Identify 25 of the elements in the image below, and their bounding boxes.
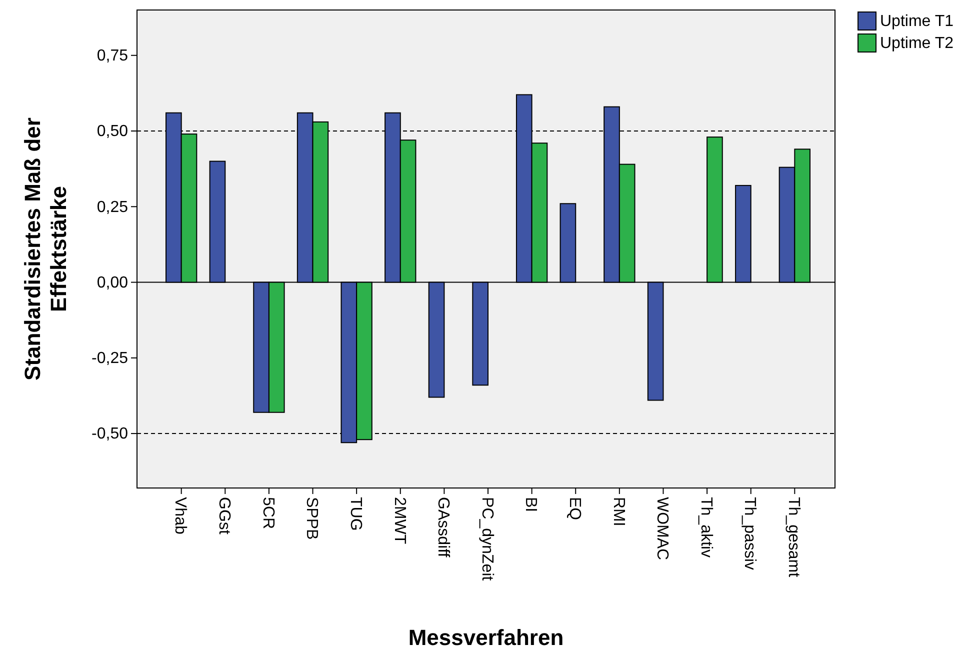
x-tick-label: RMI	[610, 497, 627, 526]
x-tick-label: EQ	[566, 497, 584, 520]
x-tick-label: BI	[522, 497, 540, 512]
x-tick-label: Th_aktiv	[697, 497, 714, 558]
x-axis-title: Messverfahren	[408, 625, 564, 650]
x-tick-label: GGst	[216, 497, 233, 535]
x-tick-label: 2MWT	[390, 497, 408, 544]
x-tick-label: WOMAC	[654, 497, 671, 560]
y-tick-label: -0,25	[92, 350, 128, 368]
x-tick-label: Vhab	[172, 497, 189, 534]
x-tick-label: 5CR	[259, 497, 276, 530]
y-tick-label: 0,50	[96, 123, 128, 140]
legend-label: Uptime T1	[880, 13, 954, 30]
y-tick-label: 0,25	[96, 198, 128, 216]
y-axis-title: Standardisiertes Maß der Effektstärke	[20, 117, 71, 380]
legend-label: Uptime T2	[880, 35, 954, 52]
x-tick-label: PC_dynZeit	[478, 497, 496, 582]
y-tick-label: 0,00	[96, 274, 128, 292]
x-tick-label: SPPB	[303, 497, 320, 540]
y-tick-label: 0,75	[96, 48, 128, 64]
y-tick-label: -0,50	[92, 426, 128, 443]
x-tick-label: GAssdiff	[434, 497, 452, 558]
x-tick-label: Th_passiv	[741, 497, 758, 570]
x-tick-label: Th_gesamt	[785, 497, 802, 578]
x-tick-label: TUG	[346, 497, 364, 531]
